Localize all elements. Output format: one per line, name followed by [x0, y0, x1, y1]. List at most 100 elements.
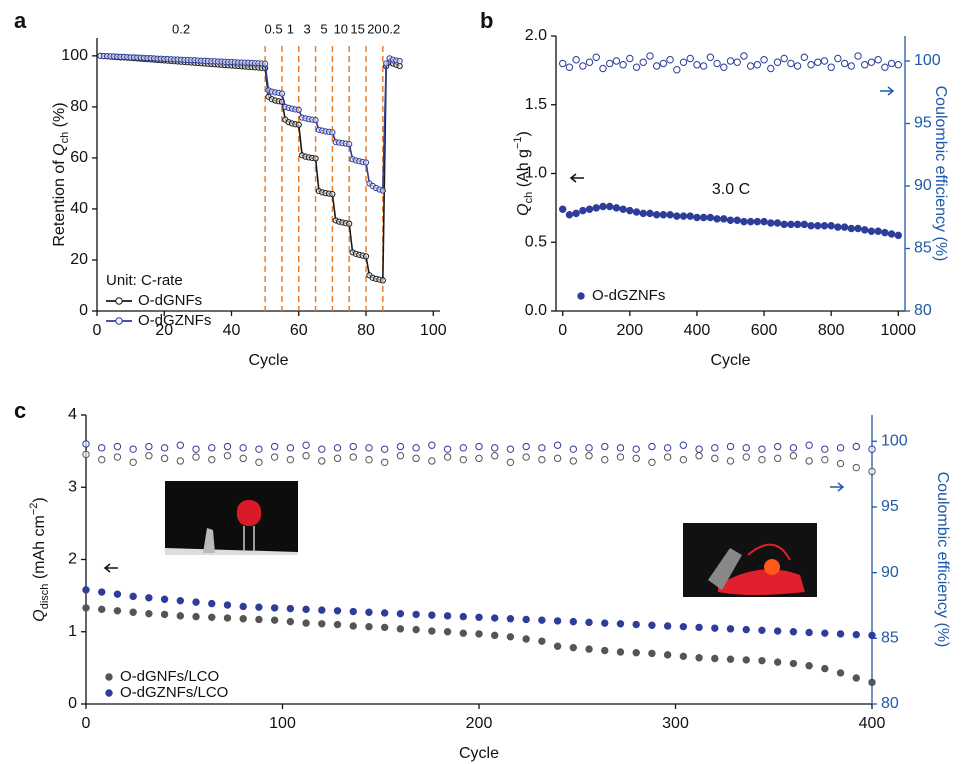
data-point — [349, 622, 357, 630]
data-point — [679, 58, 688, 66]
data-point — [160, 454, 169, 463]
data-point — [176, 441, 185, 449]
data-point — [868, 678, 876, 687]
data-point — [814, 58, 822, 66]
data-point — [713, 59, 721, 68]
data-point — [887, 59, 896, 68]
data-point — [383, 60, 390, 67]
data-point — [318, 457, 326, 465]
data-point — [711, 654, 719, 663]
y2-tick-label: 85 — [914, 240, 932, 257]
y2-tick-label: 95 — [914, 115, 932, 132]
data-point — [208, 613, 216, 621]
data-point — [223, 601, 232, 609]
data-point — [459, 629, 467, 637]
data-point — [412, 454, 420, 463]
data-point — [787, 220, 795, 229]
data-point — [572, 56, 580, 64]
data-point — [349, 442, 357, 451]
x-tick-label: 0 — [93, 322, 102, 339]
data-point — [459, 444, 467, 452]
x-axis-label: Cycle — [248, 352, 288, 369]
data-point — [379, 187, 386, 194]
data-point — [780, 54, 788, 63]
data-point — [663, 444, 672, 452]
data-point — [693, 213, 701, 222]
data-point — [758, 445, 766, 453]
y2-axis-label: Coulombic efficiency (%) — [932, 86, 949, 262]
y-tick-label: 3 — [68, 478, 77, 495]
data-point — [706, 53, 715, 61]
data-point — [663, 651, 672, 659]
y-tick-label: 1 — [68, 623, 77, 640]
data-point — [663, 453, 672, 461]
data-point — [475, 613, 483, 621]
data-point — [805, 662, 813, 670]
data-point — [333, 607, 342, 615]
data-point — [619, 205, 627, 213]
data-point — [773, 442, 782, 451]
data-point — [632, 445, 640, 453]
data-point — [720, 215, 728, 223]
data-point — [223, 442, 232, 451]
y-tick-label: 20 — [70, 251, 88, 268]
data-point — [726, 655, 735, 663]
y-tick-label: 0.0 — [525, 302, 547, 319]
data-point — [805, 628, 813, 637]
data-point — [365, 444, 373, 452]
data-point — [295, 106, 302, 114]
data-point — [599, 64, 607, 73]
legend-label: O-dGZNFs/LCO — [120, 684, 228, 701]
data-point — [579, 62, 587, 70]
data-point — [129, 592, 137, 601]
data-point — [443, 453, 452, 461]
data-point — [852, 442, 860, 451]
data-point — [854, 224, 862, 233]
rate-label: 20 — [367, 21, 381, 36]
data-point — [506, 445, 515, 453]
y2-tick-label: 100 — [881, 432, 908, 449]
x-tick-label: 20 — [155, 322, 173, 339]
data-point — [318, 620, 326, 628]
data-point — [491, 631, 499, 640]
data-point — [847, 224, 856, 233]
data-point — [679, 212, 688, 220]
data-point — [312, 117, 319, 124]
data-point — [565, 211, 574, 219]
data-point — [619, 61, 627, 69]
data-point — [160, 444, 169, 452]
data-point — [695, 452, 703, 460]
annotation: 3.0 C — [712, 181, 750, 198]
rate-label: 3 — [304, 21, 311, 36]
data-point — [605, 59, 614, 68]
data-point — [412, 625, 420, 634]
data-point — [318, 606, 326, 614]
data-point — [758, 455, 766, 464]
data-point — [565, 63, 574, 71]
data-point — [726, 442, 735, 451]
x-tick-label: 60 — [290, 322, 308, 339]
axis-arrow — [569, 173, 584, 183]
data-point — [538, 444, 546, 452]
data-point — [881, 228, 889, 237]
y-axis-label-part: (Ah g — [515, 149, 532, 192]
x-tick-label: 80 — [357, 322, 375, 339]
data-point — [601, 646, 609, 655]
data-point — [821, 629, 829, 637]
y-axis-label: Qdisch (mAh cm−2) — [28, 497, 51, 621]
data-point — [522, 615, 530, 624]
data-point — [380, 623, 389, 632]
data-point — [626, 206, 634, 215]
y-axis-label-part: (mAh cm — [31, 515, 48, 583]
data-point — [312, 155, 319, 162]
data-point — [612, 204, 621, 212]
data-point — [852, 630, 860, 639]
y-tick-label: 0 — [79, 302, 88, 319]
data-point — [773, 219, 782, 227]
data-point — [699, 62, 708, 70]
panel-label: c — [14, 398, 26, 423]
data-point — [192, 445, 200, 453]
data-point — [522, 635, 530, 643]
data-point — [585, 645, 593, 653]
data-point — [443, 612, 452, 620]
